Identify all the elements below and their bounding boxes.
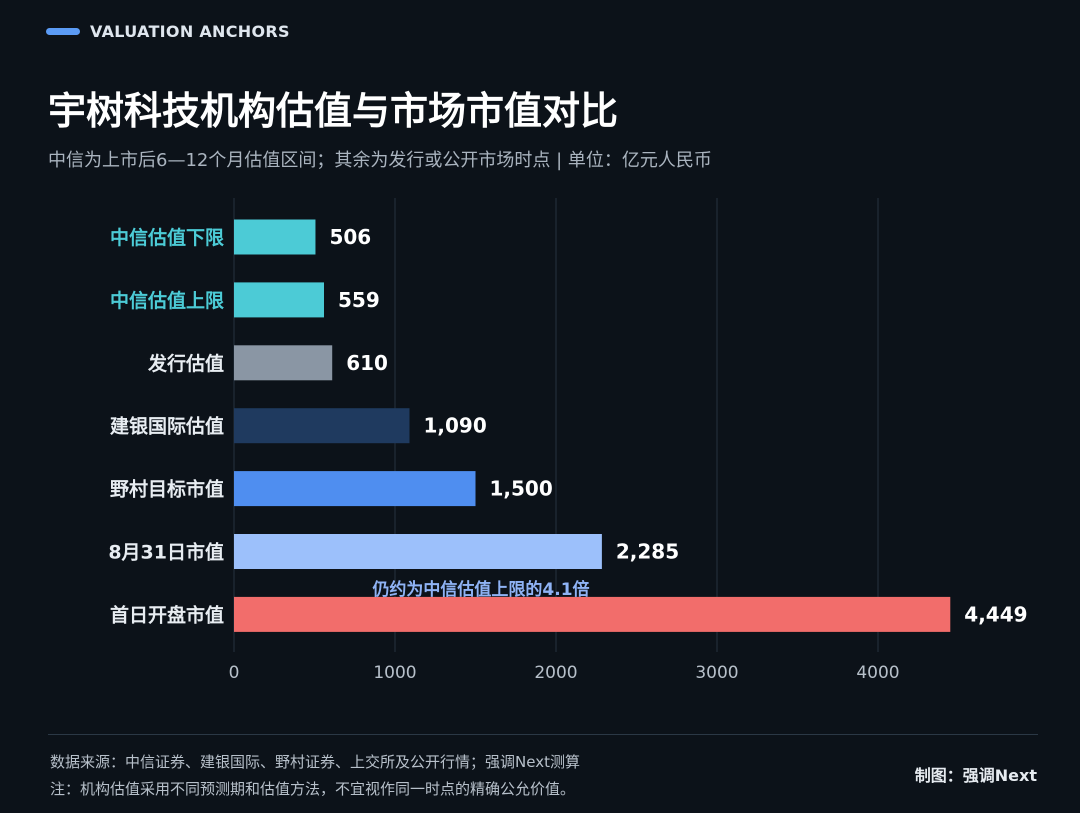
category-label: 首日开盘市值 — [110, 603, 224, 626]
x-tick-label: 4000 — [856, 663, 899, 683]
eyebrow-accent-bar — [46, 28, 80, 35]
chart-subtitle: 中信为上市后6—12个月估值区间；其余为发行或公开市场时点 | 单位：亿元人民币 — [48, 150, 712, 171]
bar — [234, 408, 410, 444]
category-label: 野村目标市值 — [110, 478, 224, 501]
bar — [234, 345, 333, 381]
source-note: 数据来源：中信证券、建银国际、野村证券、上交所及公开行情；强调Next测算 — [50, 753, 580, 771]
value-label: 1,090 — [423, 414, 486, 438]
footer-notes: 数据来源：中信证券、建银国际、野村证券、上交所及公开行情；强调Next测算 注：… — [50, 749, 580, 803]
value-label: 610 — [346, 351, 388, 375]
category-label: 发行估值 — [147, 352, 224, 375]
value-label: 4,449 — [964, 602, 1027, 626]
value-label: 559 — [338, 288, 380, 312]
bar — [234, 282, 324, 318]
category-label: 建银国际估值 — [110, 415, 224, 438]
chart-title: 宇树科技机构估值与市场市值对比 — [48, 89, 619, 133]
eyebrow: VALUATION ANCHORS — [46, 22, 290, 41]
x-tick-label: 3000 — [695, 663, 738, 683]
bars — [234, 219, 951, 632]
method-note: 注：机构估值采用不同预测期和估值方法，不宜视作同一时点的精确公允价值。 — [50, 780, 576, 798]
x-tick-label: 1000 — [373, 663, 416, 683]
bar — [234, 471, 476, 507]
value-label: 2,285 — [616, 540, 679, 564]
x-tick-labels: 0 1000 2000 3000 4000 — [229, 663, 900, 683]
value-labels: 506 559 610 1,090 1,500 2,285 4,449 — [329, 225, 1027, 626]
annotation: 仍约为中信估值上限的4.1倍 — [371, 579, 589, 600]
eyebrow-label: VALUATION ANCHORS — [90, 22, 290, 41]
category-label: 中信估值下限 — [110, 226, 224, 249]
grid-lines — [233, 198, 879, 652]
footer-divider — [48, 734, 1038, 735]
bar — [234, 219, 316, 255]
x-tick-label: 2000 — [534, 663, 577, 683]
bar — [234, 534, 602, 569]
category-label: 8月31日市值 — [108, 541, 224, 564]
x-tick-label: 0 — [229, 663, 240, 683]
category-label: 中信估值上限 — [110, 289, 224, 312]
bar — [234, 596, 951, 632]
credit: 制图：强调Next — [914, 766, 1037, 785]
value-label: 1,500 — [490, 477, 553, 501]
value-label: 506 — [329, 225, 371, 249]
